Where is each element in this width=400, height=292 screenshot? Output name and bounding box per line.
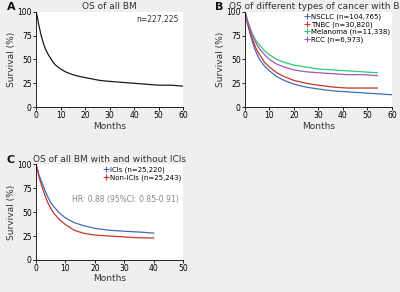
X-axis label: Months: Months bbox=[93, 274, 126, 284]
Y-axis label: Survival (%): Survival (%) bbox=[7, 32, 16, 87]
Text: A: A bbox=[6, 2, 15, 12]
Y-axis label: Survival (%): Survival (%) bbox=[216, 32, 225, 87]
Title: OS of all BM with and without ICIs: OS of all BM with and without ICIs bbox=[33, 155, 186, 164]
Text: n=227,225: n=227,225 bbox=[136, 15, 179, 24]
Text: B: B bbox=[216, 2, 224, 12]
Title: OS of all BM: OS of all BM bbox=[82, 2, 137, 11]
Y-axis label: Survival (%): Survival (%) bbox=[7, 185, 16, 240]
Text: HR: 0.88 (95%CI: 0.85-0.91): HR: 0.88 (95%CI: 0.85-0.91) bbox=[72, 195, 179, 204]
Title: OS of different types of cancer with BM: OS of different types of cancer with BM bbox=[229, 2, 400, 11]
Text: C: C bbox=[6, 155, 15, 165]
Legend: ICIs (n=25,220), Non-ICIs (n=25,243): ICIs (n=25,220), Non-ICIs (n=25,243) bbox=[104, 166, 182, 181]
X-axis label: Months: Months bbox=[93, 122, 126, 131]
Legend: NSCLC (n=104,765), TNBC (n=30,820), Melanoma (n=11,338), RCC (n=6,973): NSCLC (n=104,765), TNBC (n=30,820), Mela… bbox=[304, 13, 391, 44]
X-axis label: Months: Months bbox=[302, 122, 335, 131]
